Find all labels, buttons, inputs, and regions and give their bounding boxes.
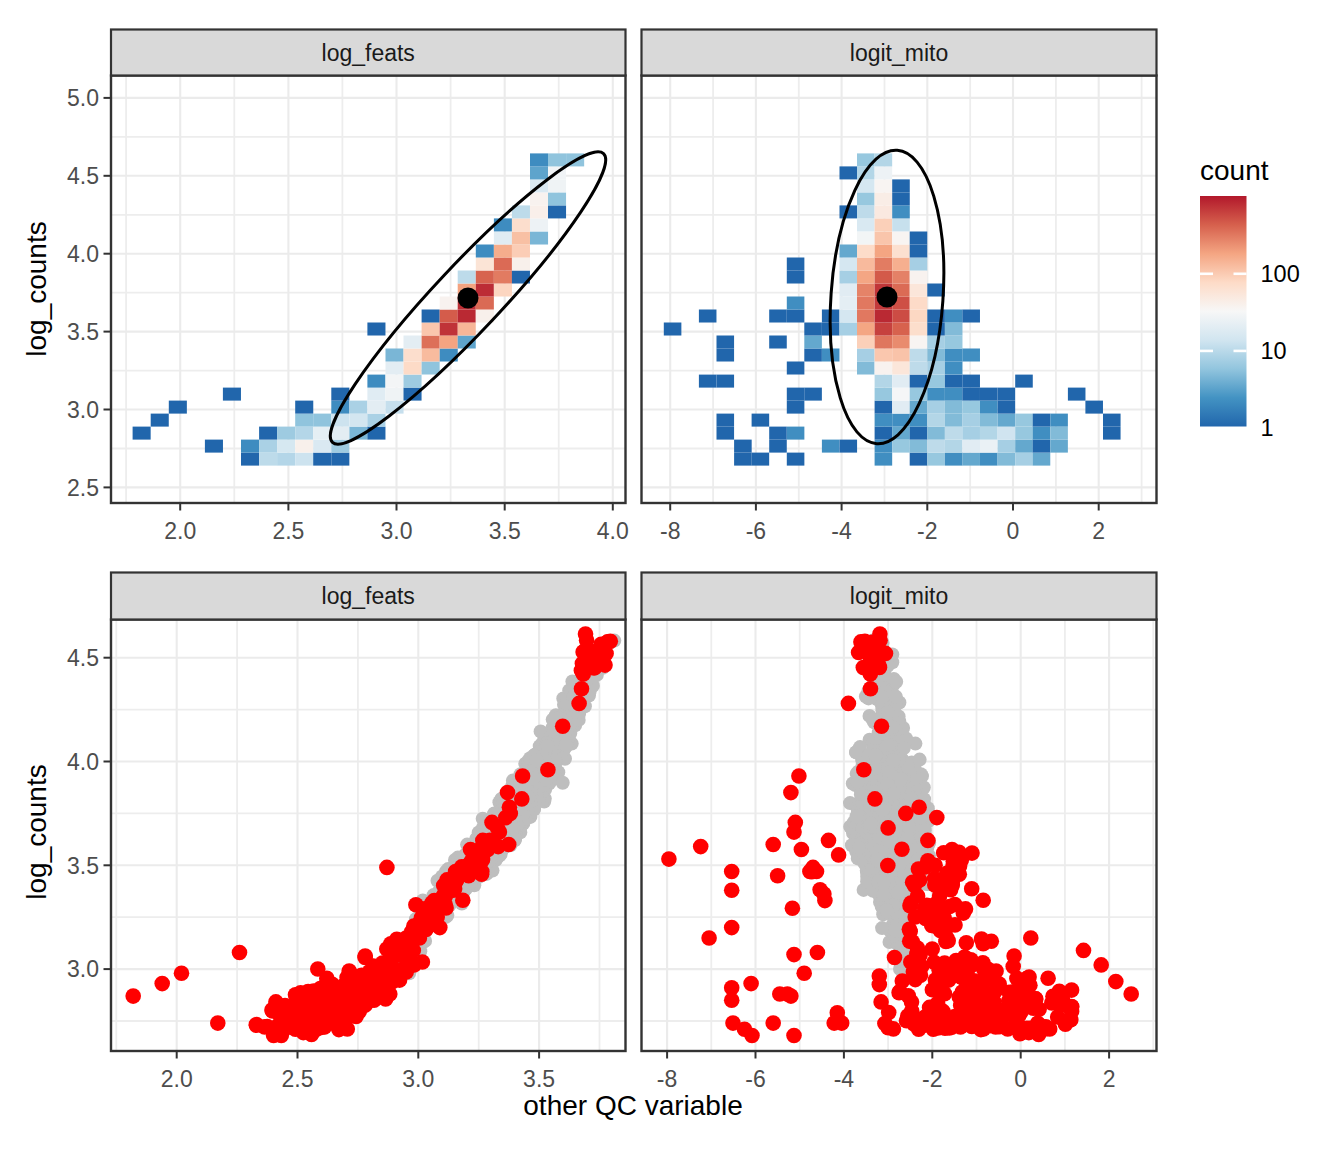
svg-text:5.0: 5.0 xyxy=(67,85,99,111)
svg-text:log_counts: log_counts xyxy=(21,221,52,356)
svg-text:3.5: 3.5 xyxy=(67,319,99,345)
svg-text:logit_mito: logit_mito xyxy=(850,40,948,66)
svg-text:-6: -6 xyxy=(745,1066,765,1092)
svg-text:2.0: 2.0 xyxy=(164,518,196,544)
svg-text:-4: -4 xyxy=(834,1066,855,1092)
svg-text:-8: -8 xyxy=(657,1066,677,1092)
svg-text:4.0: 4.0 xyxy=(67,749,99,775)
svg-text:4.0: 4.0 xyxy=(597,518,629,544)
svg-text:0: 0 xyxy=(1014,1066,1027,1092)
svg-text:3.0: 3.0 xyxy=(67,397,99,423)
svg-text:0: 0 xyxy=(1007,518,1020,544)
svg-text:4.5: 4.5 xyxy=(67,645,99,671)
svg-text:3.5: 3.5 xyxy=(489,518,521,544)
svg-text:2.5: 2.5 xyxy=(282,1066,314,1092)
svg-text:2.5: 2.5 xyxy=(272,518,304,544)
svg-text:100: 100 xyxy=(1261,261,1300,287)
svg-text:3.5: 3.5 xyxy=(523,1066,555,1092)
svg-text:2.5: 2.5 xyxy=(67,475,99,501)
svg-text:1: 1 xyxy=(1261,415,1274,441)
svg-text:logit_mito: logit_mito xyxy=(850,583,948,609)
svg-text:4.5: 4.5 xyxy=(67,163,99,189)
svg-text:log_feats: log_feats xyxy=(322,583,415,609)
svg-text:3.0: 3.0 xyxy=(402,1066,434,1092)
svg-text:-2: -2 xyxy=(922,1066,942,1092)
svg-text:10: 10 xyxy=(1261,338,1287,364)
svg-text:log_feats: log_feats xyxy=(322,40,415,66)
svg-text:2: 2 xyxy=(1103,1066,1116,1092)
svg-text:-4: -4 xyxy=(831,518,852,544)
svg-text:3.5: 3.5 xyxy=(67,853,99,879)
svg-text:-2: -2 xyxy=(917,518,937,544)
svg-text:3.0: 3.0 xyxy=(381,518,413,544)
svg-text:2: 2 xyxy=(1092,518,1105,544)
svg-text:2.0: 2.0 xyxy=(161,1066,193,1092)
svg-text:log_counts: log_counts xyxy=(21,764,52,899)
svg-text:-6: -6 xyxy=(746,518,766,544)
svg-text:4.0: 4.0 xyxy=(67,241,99,267)
svg-text:count: count xyxy=(1200,155,1269,186)
svg-text:other QC variable: other QC variable xyxy=(523,1090,742,1121)
svg-text:-8: -8 xyxy=(660,518,680,544)
svg-text:3.0: 3.0 xyxy=(67,956,99,982)
